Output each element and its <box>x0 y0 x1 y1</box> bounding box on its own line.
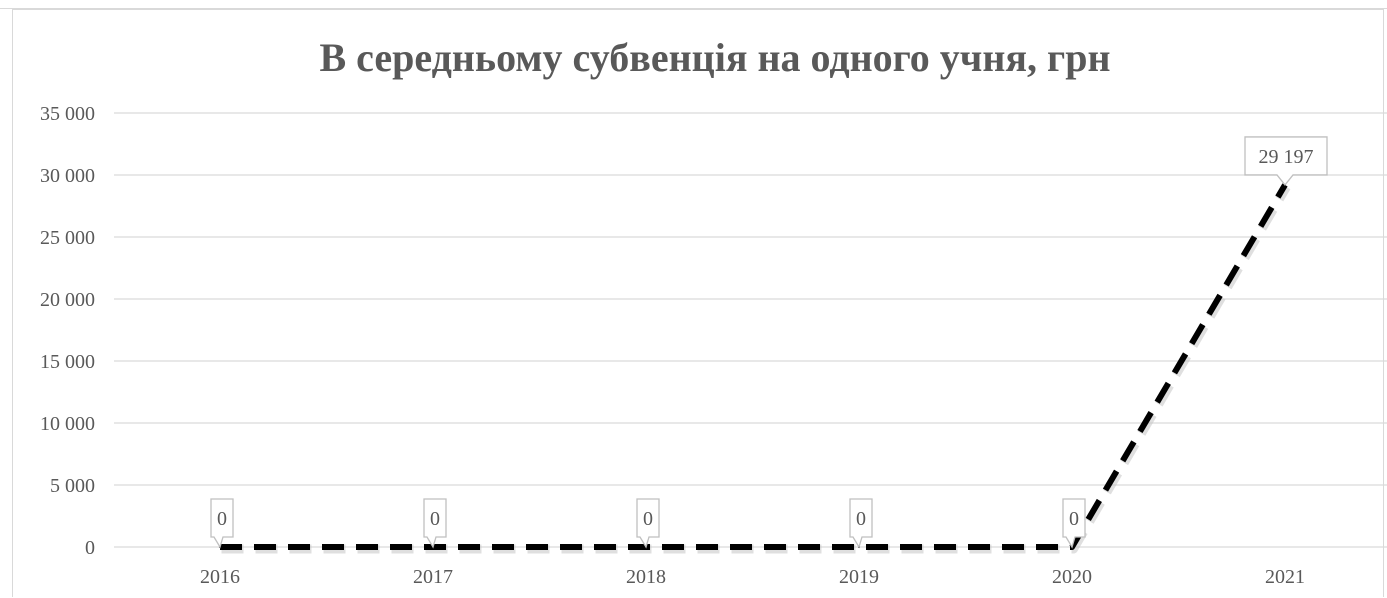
window-top-strip <box>0 0 1387 9</box>
data-label-callout: 0 <box>636 498 660 549</box>
data-label-text: 0 <box>217 508 227 530</box>
x-tick-label: 2016 <box>200 566 240 588</box>
series-line-shadow <box>221 184 1291 554</box>
x-tick-label: 2017 <box>413 566 453 588</box>
data-label-callout: 0 <box>849 498 873 549</box>
data-label-text: 0 <box>856 508 866 530</box>
x-tick-label: 2021 <box>1265 566 1305 588</box>
data-label-text: 29 197 <box>1259 146 1314 168</box>
data-label-box <box>423 498 447 549</box>
gridlines <box>114 112 1387 548</box>
y-tick-label: 20 000 <box>40 289 95 311</box>
data-label-text: 0 <box>430 508 440 530</box>
y-tick-label: 15 000 <box>40 351 95 373</box>
data-label-box <box>636 498 660 549</box>
data-label-callout: 0 <box>210 498 234 549</box>
data-label-box <box>849 498 873 549</box>
data-label-callout: 0 <box>1062 498 1086 549</box>
chart-title: В середньому субвенція на одного учня, г… <box>319 35 1110 80</box>
y-tick-label: 5 000 <box>50 475 95 497</box>
data-label-callout: 29 197 <box>1244 136 1328 186</box>
data-labels: 0 0 0 0 0 29 197 <box>210 136 1328 549</box>
y-tick-label: 30 000 <box>40 165 95 187</box>
y-axis-ticks: 0 5 000 10 000 15 000 20 000 25 000 30 000 35 0… <box>40 103 95 559</box>
series-line <box>219 183 1291 554</box>
data-label-callout: 0 <box>423 498 447 549</box>
data-label-box <box>1244 136 1328 186</box>
x-tick-label: 2018 <box>626 566 666 588</box>
y-tick-label: 0 <box>85 537 95 559</box>
data-label-text: 0 <box>643 508 653 530</box>
x-tick-label: 2020 <box>1052 566 1092 588</box>
data-label-box <box>1062 498 1086 549</box>
y-tick-label: 10 000 <box>40 413 95 435</box>
y-tick-label: 25 000 <box>40 227 95 249</box>
x-axis-ticks: 2016 2017 2018 2019 2020 2021 <box>200 566 1305 588</box>
data-label-text: 0 <box>1069 508 1079 530</box>
x-tick-label: 2019 <box>839 566 879 588</box>
y-tick-label: 35 000 <box>40 103 95 125</box>
series-line-path <box>220 183 1288 550</box>
data-label-box <box>210 498 234 549</box>
chart-frame <box>12 9 1384 597</box>
